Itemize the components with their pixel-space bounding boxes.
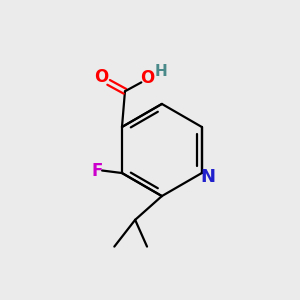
Text: O: O — [140, 69, 154, 87]
Text: N: N — [201, 168, 216, 186]
Text: O: O — [94, 68, 108, 86]
Text: H: H — [154, 64, 167, 80]
Text: F: F — [91, 161, 102, 179]
